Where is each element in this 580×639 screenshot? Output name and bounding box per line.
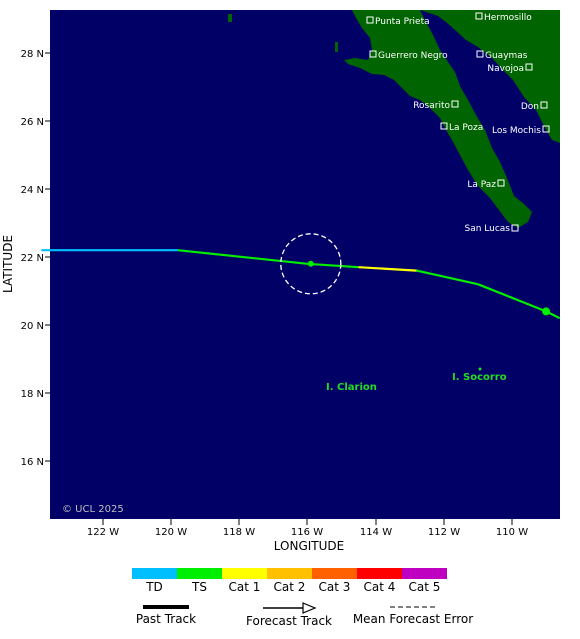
city-label: Navojoa [487, 64, 524, 74]
x-tick-label: 116 W [291, 527, 323, 538]
intensity-scale [132, 568, 447, 579]
city-label: Guerrero Negro [378, 51, 448, 61]
city-marker [511, 224, 519, 232]
y-tick-label: 18 N [21, 389, 44, 400]
city-marker [451, 100, 459, 108]
legend: TD TS Cat 1 Cat 2 Cat 3 Cat 4 Cat 5 Past… [0, 566, 580, 639]
city-label: Rosarito [413, 101, 450, 111]
scale-label: Cat 1 [228, 580, 261, 594]
forecast-error-circle [280, 233, 342, 295]
city-marker [542, 125, 550, 133]
y-tick-label: 26 N [21, 117, 44, 128]
island-tiburon [472, 20, 480, 32]
x-tick-label: 114 W [360, 527, 392, 538]
island-marker [478, 367, 482, 371]
forecast-track-legend: Forecast Track [238, 602, 340, 628]
scale-label: Cat 3 [318, 580, 351, 594]
axis-ticks [45, 52, 513, 525]
scale-swatch [312, 568, 357, 579]
mainland-mexico [420, 10, 560, 143]
x-tick-labels: 122 W 120 W 118 W 116 W 114 W 112 W 110 … [87, 527, 528, 538]
y-tick-label: 24 N [21, 185, 44, 196]
island-cedros [335, 42, 338, 52]
city-marker [369, 50, 377, 58]
y-tick-labels: 28 N 26 N 24 N 22 N 20 N 18 N 16 N [21, 49, 44, 468]
track-map: 122 W 120 W 118 W 116 W 114 W 112 W 110 … [1, 10, 561, 553]
city-label: Hermosillo [484, 13, 532, 23]
city-marker [476, 50, 484, 58]
track-segment [307, 262, 359, 269]
scale-label: Cat 4 [363, 580, 396, 594]
scale-swatch [402, 568, 447, 579]
scale-label: Cat 2 [273, 580, 306, 594]
y-tick-label: 22 N [21, 253, 44, 264]
track-segment [416, 269, 479, 286]
scale-swatch [222, 568, 267, 579]
track-position-marker [307, 260, 314, 267]
track-segment [477, 283, 547, 313]
x-tick-label: 122 W [87, 527, 119, 538]
city-marker [440, 122, 448, 130]
forecast-arrow-icon [263, 602, 317, 614]
city-label: Punta Prieta [375, 17, 430, 27]
city-marker [497, 179, 505, 187]
intensity-scale-labels: TD TS Cat 1 Cat 2 Cat 3 Cat 4 Cat 5 [132, 580, 447, 594]
past-track-label: Past Track [135, 612, 197, 626]
city-markers [366, 12, 550, 232]
baja-peninsula [344, 10, 532, 228]
city-label: La Poza [449, 123, 483, 133]
track-position-marker [542, 307, 551, 316]
city-labels: Punta Prieta Hermosillo Guerrero Negro G… [375, 13, 541, 234]
city-marker [475, 12, 483, 20]
past-track-legend: Past Track [128, 602, 204, 626]
city-label: Don [521, 102, 539, 112]
scale-label: TS [192, 580, 207, 594]
island-label: I. Clarion [326, 382, 377, 393]
city-marker [366, 16, 374, 24]
mean-error-label: Mean Forecast Error [352, 612, 474, 626]
city-marker [540, 101, 548, 109]
city-label: Guaymas [485, 51, 528, 61]
scale-swatch [267, 568, 312, 579]
land [228, 10, 560, 228]
x-tick-label: 118 W [223, 527, 255, 538]
past-track-line-icon [143, 605, 189, 609]
city-label: San Lucas [464, 224, 510, 234]
island-label: I. Socorro [452, 372, 507, 383]
y-tick-label: 20 N [21, 321, 44, 332]
copyright: © UCL 2025 [62, 504, 124, 515]
city-label: Los Mochis [492, 126, 541, 136]
city-marker [525, 63, 533, 71]
x-tick-label: 120 W [155, 527, 187, 538]
dashed-line-icon [390, 606, 436, 608]
mean-error-legend: Mean Forecast Error [346, 602, 480, 626]
x-axis-title: LONGITUDE [274, 539, 344, 553]
scale-label: Cat 5 [408, 580, 441, 594]
y-tick-label: 16 N [21, 457, 44, 468]
scale-swatch [132, 568, 177, 579]
scale-label: TD [146, 580, 163, 594]
track-segment [177, 249, 308, 265]
track-segment [358, 266, 417, 272]
island-guadalupe [228, 14, 232, 22]
forecast-track-label: Forecast Track [246, 614, 332, 628]
island-small [486, 152, 494, 160]
scale-swatch [357, 568, 402, 579]
scale-swatch [177, 568, 222, 579]
x-tick-label: 110 W [496, 527, 528, 538]
y-axis-title: LATITUDE [1, 235, 15, 293]
x-tick-label: 112 W [428, 527, 460, 538]
city-label: La Paz [467, 180, 496, 190]
storm-track [41, 233, 561, 320]
y-tick-label: 28 N [21, 49, 44, 60]
